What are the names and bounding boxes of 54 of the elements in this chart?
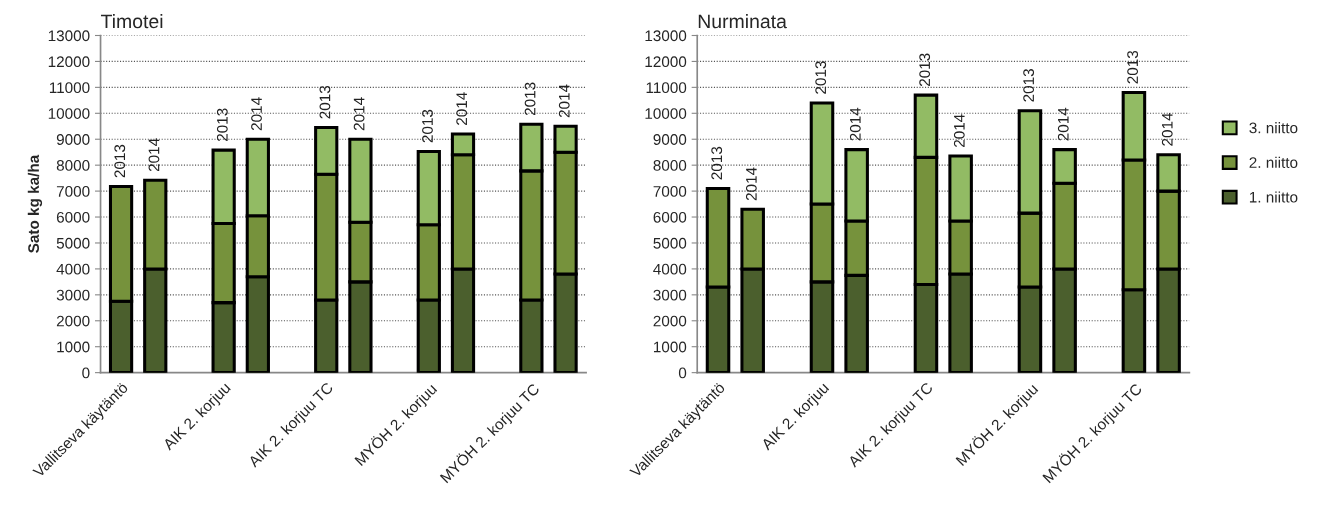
y-tick-label: 3000 — [653, 289, 687, 301]
annotation: 2013 — [815, 61, 827, 94]
y-tick-label: 13000 — [48, 30, 90, 42]
annotation: 2013 — [319, 85, 331, 119]
y-tick-label: 1000 — [653, 341, 687, 353]
annotation: 2014 — [558, 84, 570, 118]
y-tick-label: 10000 — [645, 108, 687, 119]
y-tick-label: 12000 — [645, 56, 687, 68]
y-tick-label: 13000 — [645, 30, 687, 42]
y-tick-label: 3000 — [56, 289, 90, 301]
chart-title: Timotei — [100, 13, 163, 29]
y-tick-label: 2000 — [653, 315, 687, 327]
y-tick-label: 11000 — [646, 82, 687, 94]
y-tick-label: 5000 — [653, 237, 687, 249]
annotation: 2013 — [1127, 50, 1139, 84]
y-tick-label: 8000 — [56, 160, 90, 171]
annotation: 2014 — [953, 114, 965, 147]
y-tick-label: 0 — [82, 367, 90, 379]
y-tick-label: 4000 — [56, 263, 90, 275]
annotation: 2013 — [422, 109, 433, 143]
annotation: 2014 — [456, 92, 468, 125]
annotation: 2014 — [148, 138, 160, 172]
annotation: 2013 — [216, 108, 228, 142]
legend-label: 3. niitto — [1249, 122, 1298, 134]
legend-label: 2. niitto — [1249, 156, 1298, 168]
y-tick-label: 7000 — [56, 185, 90, 197]
y-tick-label: 8000 — [653, 160, 687, 171]
y-tick-label: 9000 — [653, 134, 687, 145]
annotation: 2014 — [353, 97, 365, 131]
annotation: 2013 — [919, 53, 931, 87]
y-tick-label: 12000 — [48, 56, 90, 68]
annotation: 2014 — [849, 107, 861, 141]
y-tick-label: 2000 — [56, 315, 90, 327]
y-tick-label: 7000 — [653, 185, 687, 197]
annotation: 2014 — [1161, 112, 1173, 146]
y-tick-label: 5000 — [56, 237, 90, 249]
annotation: 2014 — [1057, 107, 1069, 141]
legend-label: 1. niitto — [1249, 191, 1298, 203]
annotation: 2014 — [251, 97, 262, 131]
y-tick-label: 1000 — [57, 341, 90, 353]
y-axis-title: Sato kg ka/ha — [27, 154, 43, 253]
y-tick-label: 0 — [678, 367, 687, 379]
y-tick-label: 10000 — [48, 108, 90, 119]
annotation: 2013 — [711, 146, 723, 180]
annotation: 2014 — [745, 167, 757, 201]
y-tick-label: 4000 — [653, 263, 687, 275]
y-tick-label: 11000 — [49, 82, 90, 94]
annotation: 2013 — [1023, 69, 1035, 102]
annotation: 2013 — [114, 144, 126, 178]
y-tick-label: 9000 — [56, 134, 90, 145]
annotation: 2013 — [524, 82, 536, 116]
chart-title: Nurminata — [698, 13, 787, 29]
y-tick-label: 6000 — [56, 211, 90, 223]
y-tick-label: 6000 — [653, 211, 687, 223]
